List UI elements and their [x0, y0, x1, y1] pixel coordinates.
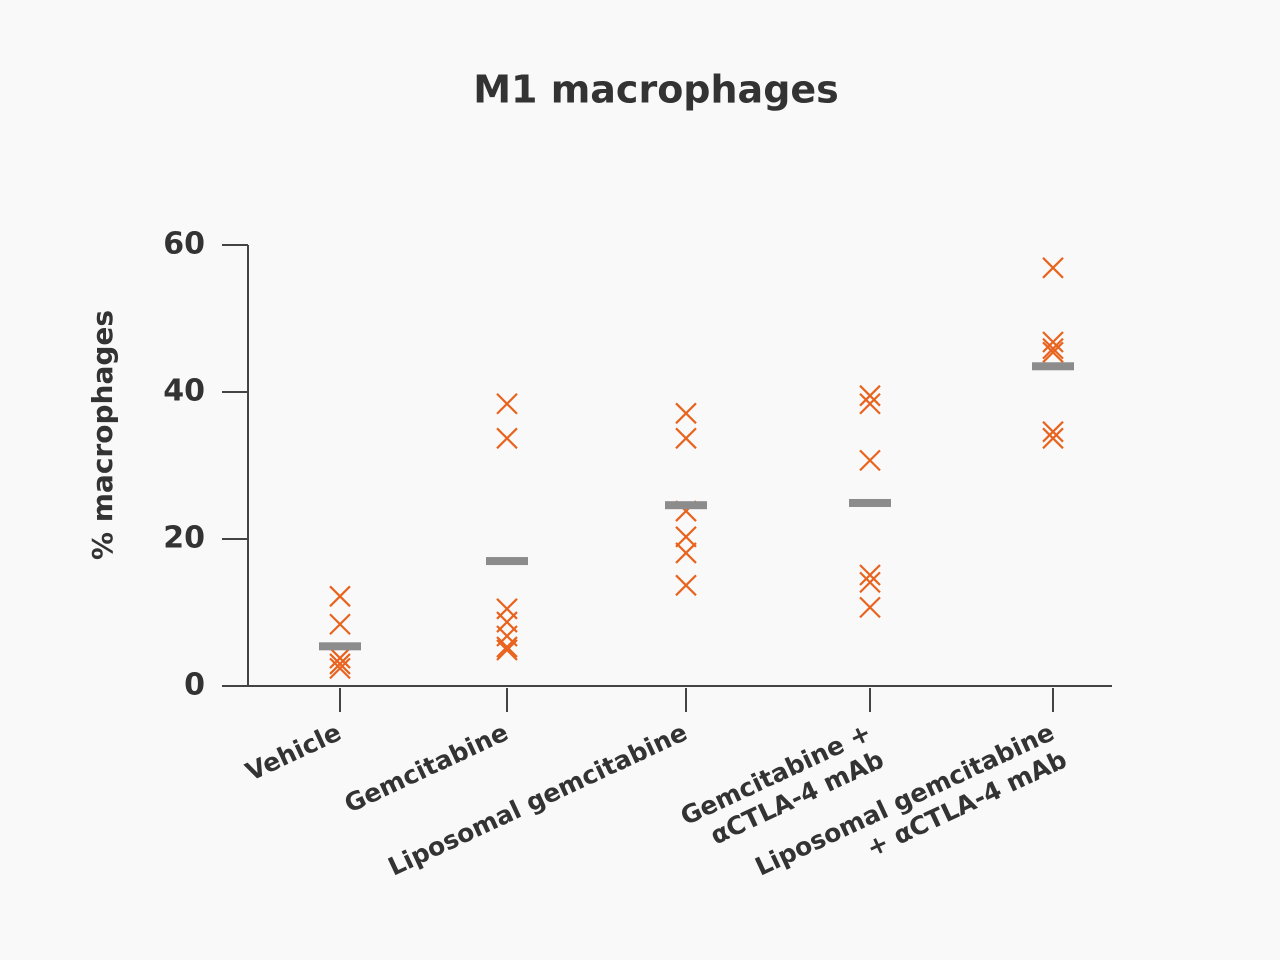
point	[496, 392, 518, 415]
point	[329, 647, 351, 669]
y-tick-label: 20	[163, 521, 205, 556]
mean-bar	[486, 557, 528, 566]
point	[859, 392, 881, 415]
point	[1042, 427, 1064, 450]
point	[859, 384, 881, 407]
point	[329, 657, 351, 680]
point	[329, 585, 351, 608]
point	[1042, 341, 1064, 364]
y-tick-label: 60	[163, 227, 205, 262]
point	[496, 636, 518, 658]
point	[496, 427, 518, 450]
y-tick-label: 40	[163, 374, 205, 409]
point	[675, 427, 697, 450]
point	[329, 653, 351, 675]
mean-bar	[1032, 362, 1074, 371]
mean-bar	[665, 501, 707, 510]
point	[675, 402, 697, 425]
point	[675, 526, 697, 548]
point	[329, 613, 351, 636]
point	[1042, 257, 1064, 279]
mean-bar	[319, 642, 361, 651]
point	[1042, 331, 1064, 353]
point	[859, 571, 881, 594]
point	[859, 596, 881, 619]
mean-bar	[849, 498, 891, 507]
point	[1042, 337, 1064, 360]
point	[675, 542, 697, 564]
point	[859, 564, 881, 586]
point	[496, 639, 518, 661]
point	[675, 574, 697, 597]
point	[1042, 420, 1064, 443]
chart-title: M1 macrophages	[473, 68, 839, 112]
point	[859, 449, 881, 472]
y-tick-label: 0	[184, 668, 205, 703]
y-axis-label: % macrophages	[86, 310, 119, 560]
